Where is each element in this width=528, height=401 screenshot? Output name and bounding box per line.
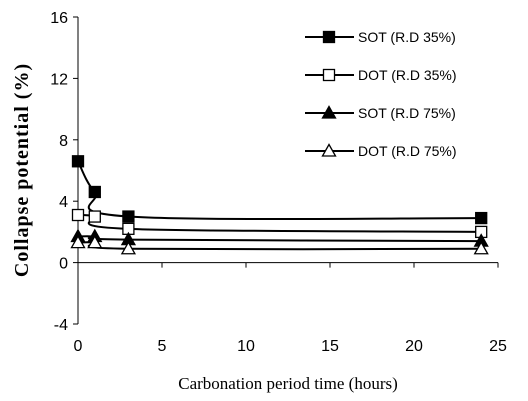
legend-marker <box>322 68 336 82</box>
y-tick-label: 12 <box>50 71 68 88</box>
series-layer <box>70 155 489 255</box>
legend-label: SOT (R.D 35%) <box>358 29 456 45</box>
data-point <box>71 155 85 168</box>
legend-item: DOT (R.D 35%) <box>305 67 457 83</box>
y-tick-label: -4 <box>54 317 68 334</box>
x-axis-label: Carbonation period time (hours) <box>178 374 398 393</box>
legend-label: DOT (R.D 35%) <box>358 67 457 83</box>
series-1 <box>71 155 488 225</box>
x-tick-label: 15 <box>321 338 339 355</box>
data-point <box>88 185 101 199</box>
x-axis-ticks: 0 5 10 15 20 25 <box>74 262 507 355</box>
legend-marker <box>322 30 336 44</box>
legend-item: DOT (R.D 75%) <box>305 143 457 159</box>
x-tick-label: 5 <box>158 338 167 355</box>
y-tick-label: 4 <box>59 194 68 211</box>
x-tick-label: 0 <box>74 338 83 355</box>
series-line <box>77 241 482 251</box>
data-point <box>473 240 489 255</box>
data-point <box>70 234 86 249</box>
y-axis-label: Collapse potential (%) <box>11 63 33 277</box>
legend-label: SOT (R.D 75%) <box>358 105 456 121</box>
y-tick-label: 16 <box>50 10 68 27</box>
legend-item: SOT (R.D 35%) <box>305 29 456 45</box>
data-point <box>122 210 135 223</box>
legend: SOT (R.D 35%) DOT (R.D 35%) SOT (R.D 75%) D… <box>305 29 457 159</box>
data-point <box>87 234 103 249</box>
x-tick-label: 20 <box>405 338 423 355</box>
x-tick-label: 25 <box>489 338 507 355</box>
legend-marker <box>321 143 337 157</box>
series-4 <box>70 234 489 255</box>
data-point <box>120 240 137 255</box>
y-axis-ticks: -4 0 4 8 12 16 <box>50 10 78 334</box>
series-line <box>77 235 482 243</box>
x-tick-label: 10 <box>237 338 255 355</box>
series-2 <box>71 208 488 239</box>
axes <box>77 17 498 324</box>
series-line <box>77 160 482 221</box>
legend-label: DOT (R.D 75%) <box>358 143 457 159</box>
data-point <box>88 210 101 223</box>
y-tick-label: 8 <box>59 133 68 150</box>
data-point <box>475 211 488 225</box>
y-tick-label: 0 <box>59 256 68 273</box>
data-point <box>71 208 85 222</box>
legend-marker <box>321 105 337 119</box>
legend-item: SOT (R.D 75%) <box>305 105 456 121</box>
